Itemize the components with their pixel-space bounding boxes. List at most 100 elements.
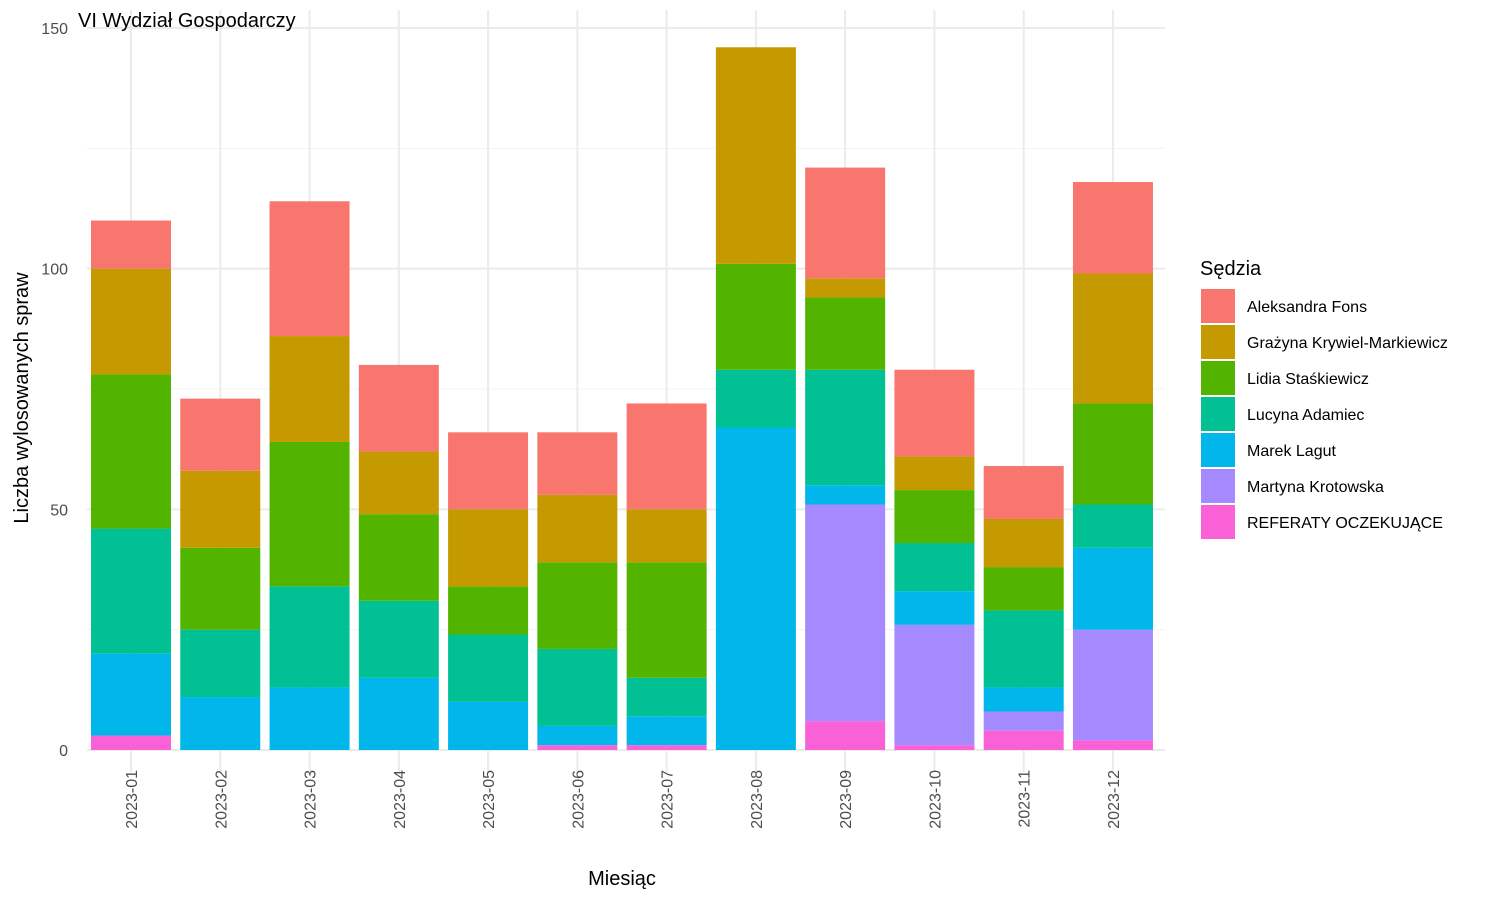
- bar-segment: [180, 629, 261, 698]
- legend-label: Lidia Staśkiewicz: [1247, 371, 1369, 388]
- legend-label: Marek Lagut: [1247, 443, 1336, 460]
- legend-key: [1201, 469, 1235, 503]
- bar-segment: [983, 730, 1064, 750]
- bar-segment: [983, 466, 1064, 519]
- bar-segment: [358, 600, 439, 678]
- x-axis-ticks: 2023-01 2023-02 2023-03 2023-04 2023-05 2023-…: [124, 770, 1123, 829]
- bar-segment: [715, 427, 796, 750]
- bar-segment: [448, 634, 529, 702]
- bar-segment: [537, 725, 618, 746]
- bar-segment: [180, 470, 261, 548]
- legend-label: Lucyna Adamiec: [1247, 407, 1364, 424]
- x-tick-label: 2023-05: [481, 770, 498, 829]
- bar-segment: [91, 653, 171, 736]
- y-axis-ticks: 0 50 100 150: [41, 21, 68, 760]
- chart-title: VI Wydział Gospodarczy: [78, 10, 296, 32]
- x-tick-label: 2023-01: [124, 770, 141, 829]
- bar-segment: [91, 374, 171, 529]
- bar-segment: [269, 441, 350, 587]
- bar-segment: [983, 567, 1064, 611]
- bar-segment: [269, 586, 350, 688]
- bar-segment: [805, 721, 886, 750]
- bar-segment: [626, 745, 707, 750]
- bar-segment: [626, 716, 707, 746]
- x-tick-label: 2023-06: [570, 770, 587, 829]
- bar-segment: [358, 677, 439, 750]
- bar-segment: [537, 745, 618, 750]
- bar-segment: [715, 369, 796, 428]
- legend-key: [1201, 361, 1235, 395]
- legend-key: [1201, 289, 1235, 323]
- y-tick-label: 0: [59, 743, 68, 760]
- bar-segment: [894, 543, 975, 592]
- bar-segment: [537, 432, 618, 495]
- bar-segment: [805, 369, 886, 486]
- bar-segment: [894, 369, 975, 457]
- x-tick-label: 2023-11: [1017, 770, 1034, 828]
- bar-segment: [626, 509, 707, 563]
- bar-segment: [180, 547, 261, 630]
- legend-label: Aleksandra Fons: [1247, 299, 1367, 316]
- bar-segment: [91, 220, 171, 269]
- bar-segment: [1072, 182, 1153, 274]
- bar-segment: [91, 268, 171, 375]
- bars: [91, 47, 1153, 750]
- bar-segment: [448, 586, 529, 635]
- bar-segment: [805, 167, 886, 279]
- bar-segment: [715, 263, 796, 370]
- bar-segment: [269, 201, 350, 337]
- bar-segment: [269, 687, 350, 750]
- bar-segment: [894, 456, 975, 491]
- legend-title: Sędzia: [1200, 258, 1262, 280]
- bar-segment: [1072, 547, 1153, 630]
- bar-segment: [626, 562, 707, 678]
- bar-segment: [448, 701, 529, 750]
- bar-segment: [983, 518, 1064, 568]
- legend: Sędzia Aleksandra Fons Grażyna Krywiel-Ma…: [1200, 258, 1448, 539]
- x-tick-label: 2023-09: [838, 770, 855, 829]
- bar-segment: [626, 403, 707, 510]
- x-tick-label: 2023-12: [1106, 770, 1123, 829]
- bar-segment: [91, 735, 171, 750]
- bar-segment: [358, 514, 439, 601]
- bar-segment: [894, 490, 975, 544]
- legend-key: [1201, 325, 1235, 359]
- bar-segment: [1072, 504, 1153, 548]
- bar-segment: [358, 451, 439, 515]
- y-tick-label: 50: [50, 502, 68, 519]
- bar-segment: [358, 364, 439, 452]
- x-tick-label: 2023-10: [927, 770, 944, 829]
- bar-segment: [180, 398, 261, 471]
- bar-segment: [983, 610, 1064, 688]
- bar-segment: [1072, 740, 1153, 750]
- bar-segment: [715, 47, 796, 264]
- bar-segment: [626, 677, 707, 717]
- bar-segment: [269, 336, 350, 442]
- legend-key: [1201, 433, 1235, 467]
- legend-label: Martyna Krotowska: [1247, 479, 1384, 496]
- bar-segment: [1072, 403, 1153, 505]
- y-tick-label: 100: [41, 262, 68, 279]
- legend-label: REFERATY OCZEKUJĄCE: [1247, 515, 1443, 532]
- bar-segment: [180, 697, 261, 750]
- y-axis-title: Liczba wylosowanych spraw: [11, 272, 33, 524]
- legend-label: Grażyna Krywiel-Markiewicz: [1247, 335, 1448, 352]
- x-axis-title: Miesiąc: [588, 868, 656, 890]
- bar-segment: [805, 278, 886, 298]
- bar-segment: [894, 745, 975, 750]
- x-tick-label: 2023-04: [392, 770, 409, 829]
- bar-segment: [91, 528, 171, 654]
- legend-key: [1201, 397, 1235, 431]
- bar-segment: [448, 509, 529, 587]
- bar-segment: [805, 297, 886, 370]
- x-tick-label: 2023-08: [749, 770, 766, 829]
- bar-segment: [894, 624, 975, 746]
- x-tick-label: 2023-03: [303, 770, 320, 829]
- bar-segment: [805, 504, 886, 722]
- bar-segment: [983, 687, 1064, 712]
- bar-segment: [805, 485, 886, 505]
- bar-segment: [537, 648, 618, 726]
- bar-segment: [1072, 629, 1153, 741]
- bar-segment: [1072, 273, 1153, 404]
